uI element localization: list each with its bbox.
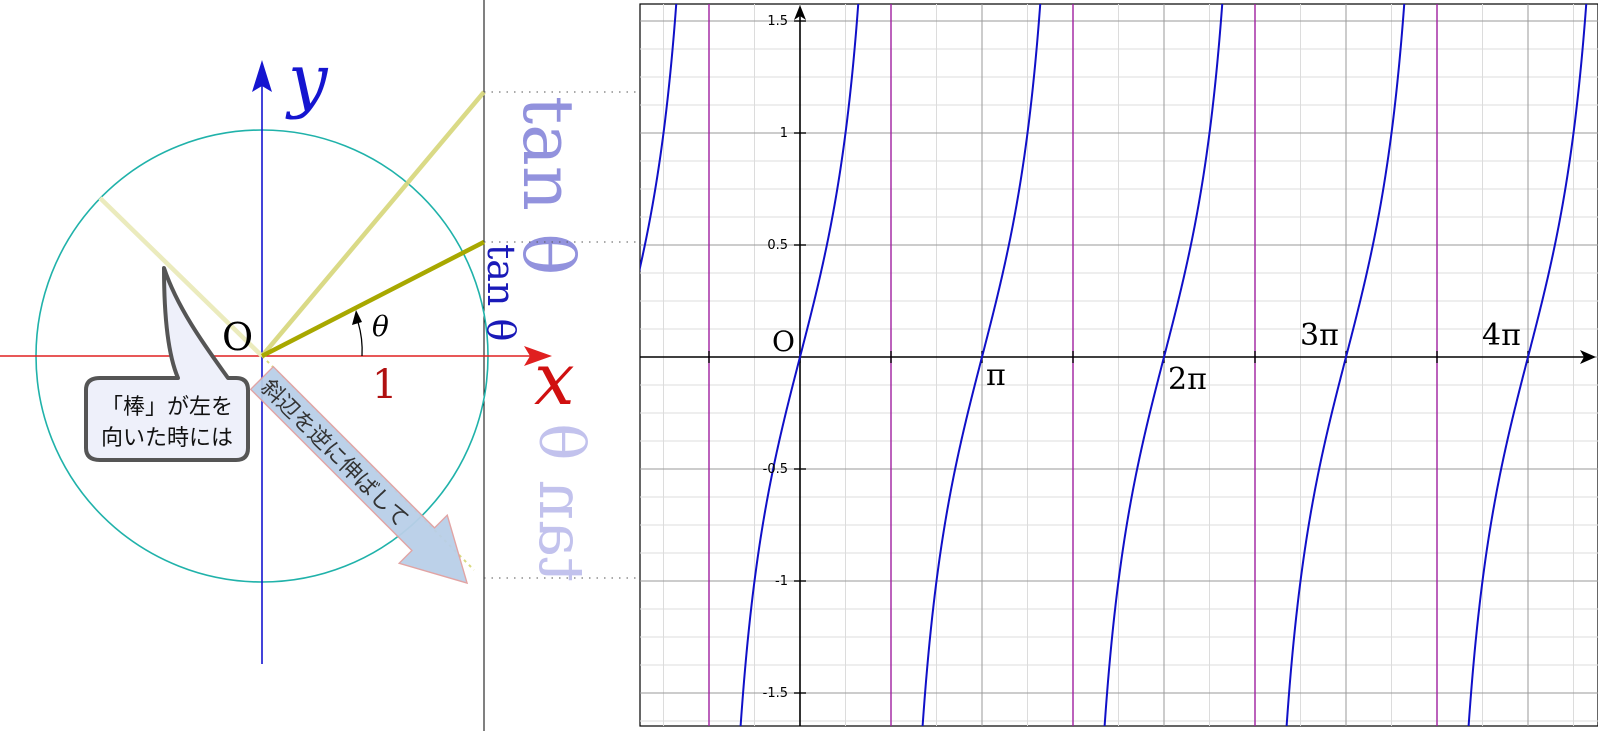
tan-theta-small-label: tan θ — [479, 244, 523, 341]
tan-branch-2 — [921, 4, 1042, 726]
tan-graph: -1.5 -1 -0.5 0.5 1 1.5 π 2π 3π 4π O — [639, 3, 1598, 727]
x-tick-label: 2π — [1168, 362, 1207, 397]
callout-shape — [84, 266, 250, 462]
graph-origin-label: O — [772, 325, 795, 358]
rod — [260, 239, 486, 359]
y-tick-label: 1 — [780, 126, 788, 141]
tan-branch-0 — [640, 4, 678, 273]
unit-length-label: 1 — [372, 362, 397, 408]
graph-axes — [640, 5, 1596, 726]
tan-branch-1 — [739, 4, 860, 726]
tan-branch-3 — [1103, 4, 1224, 726]
x-tick-label: 4π — [1482, 318, 1521, 353]
theta-arc-arrowhead — [352, 310, 362, 325]
callout-line-2: 向いた時には — [101, 426, 233, 451]
y-axis-arrow — [794, 5, 806, 20]
x-axis-arrow — [1580, 350, 1596, 364]
y-tick-label: -0.5 — [763, 462, 788, 477]
tan-theta-mirrored-label: tan θ — [525, 423, 598, 582]
x-tick-label: π — [986, 358, 1006, 393]
x-axis-arrowhead — [524, 346, 552, 366]
x-tick-label: 3π — [1300, 318, 1339, 353]
tan-branch-4 — [1285, 4, 1406, 726]
theta-label: θ — [372, 310, 389, 343]
y-tick-label: -1 — [775, 574, 788, 589]
callout-line-1: 「棒」が左を — [101, 395, 233, 420]
tan-branch-5 — [1467, 4, 1588, 726]
tan-theta-large-label: tan θ — [507, 96, 589, 275]
origin-label: O — [222, 315, 253, 359]
faded-rod-steep — [260, 90, 486, 358]
extend-arrow: 斜辺を逆に伸ばして — [249, 365, 469, 585]
y-axis-arrowhead — [252, 60, 272, 92]
extend-arrow-shape — [249, 365, 469, 585]
faded-rod-left — [98, 196, 264, 358]
y-tick-label: 0.5 — [767, 238, 788, 253]
y-tick-label: 1.5 — [767, 14, 788, 29]
callout-bubble: 「棒」が左を 向いた時には — [84, 266, 250, 462]
theta-arc — [357, 321, 363, 357]
tan-curves — [640, 4, 1588, 726]
asymptotes — [708, 4, 1438, 726]
y-tick-label: -1.5 — [763, 686, 788, 701]
y-axis-label: y — [285, 39, 329, 121]
graph-labels: -1.5 -1 -0.5 0.5 1 1.5 π 2π 3π 4π O — [763, 14, 1521, 701]
x-axis-label: x — [534, 337, 575, 421]
